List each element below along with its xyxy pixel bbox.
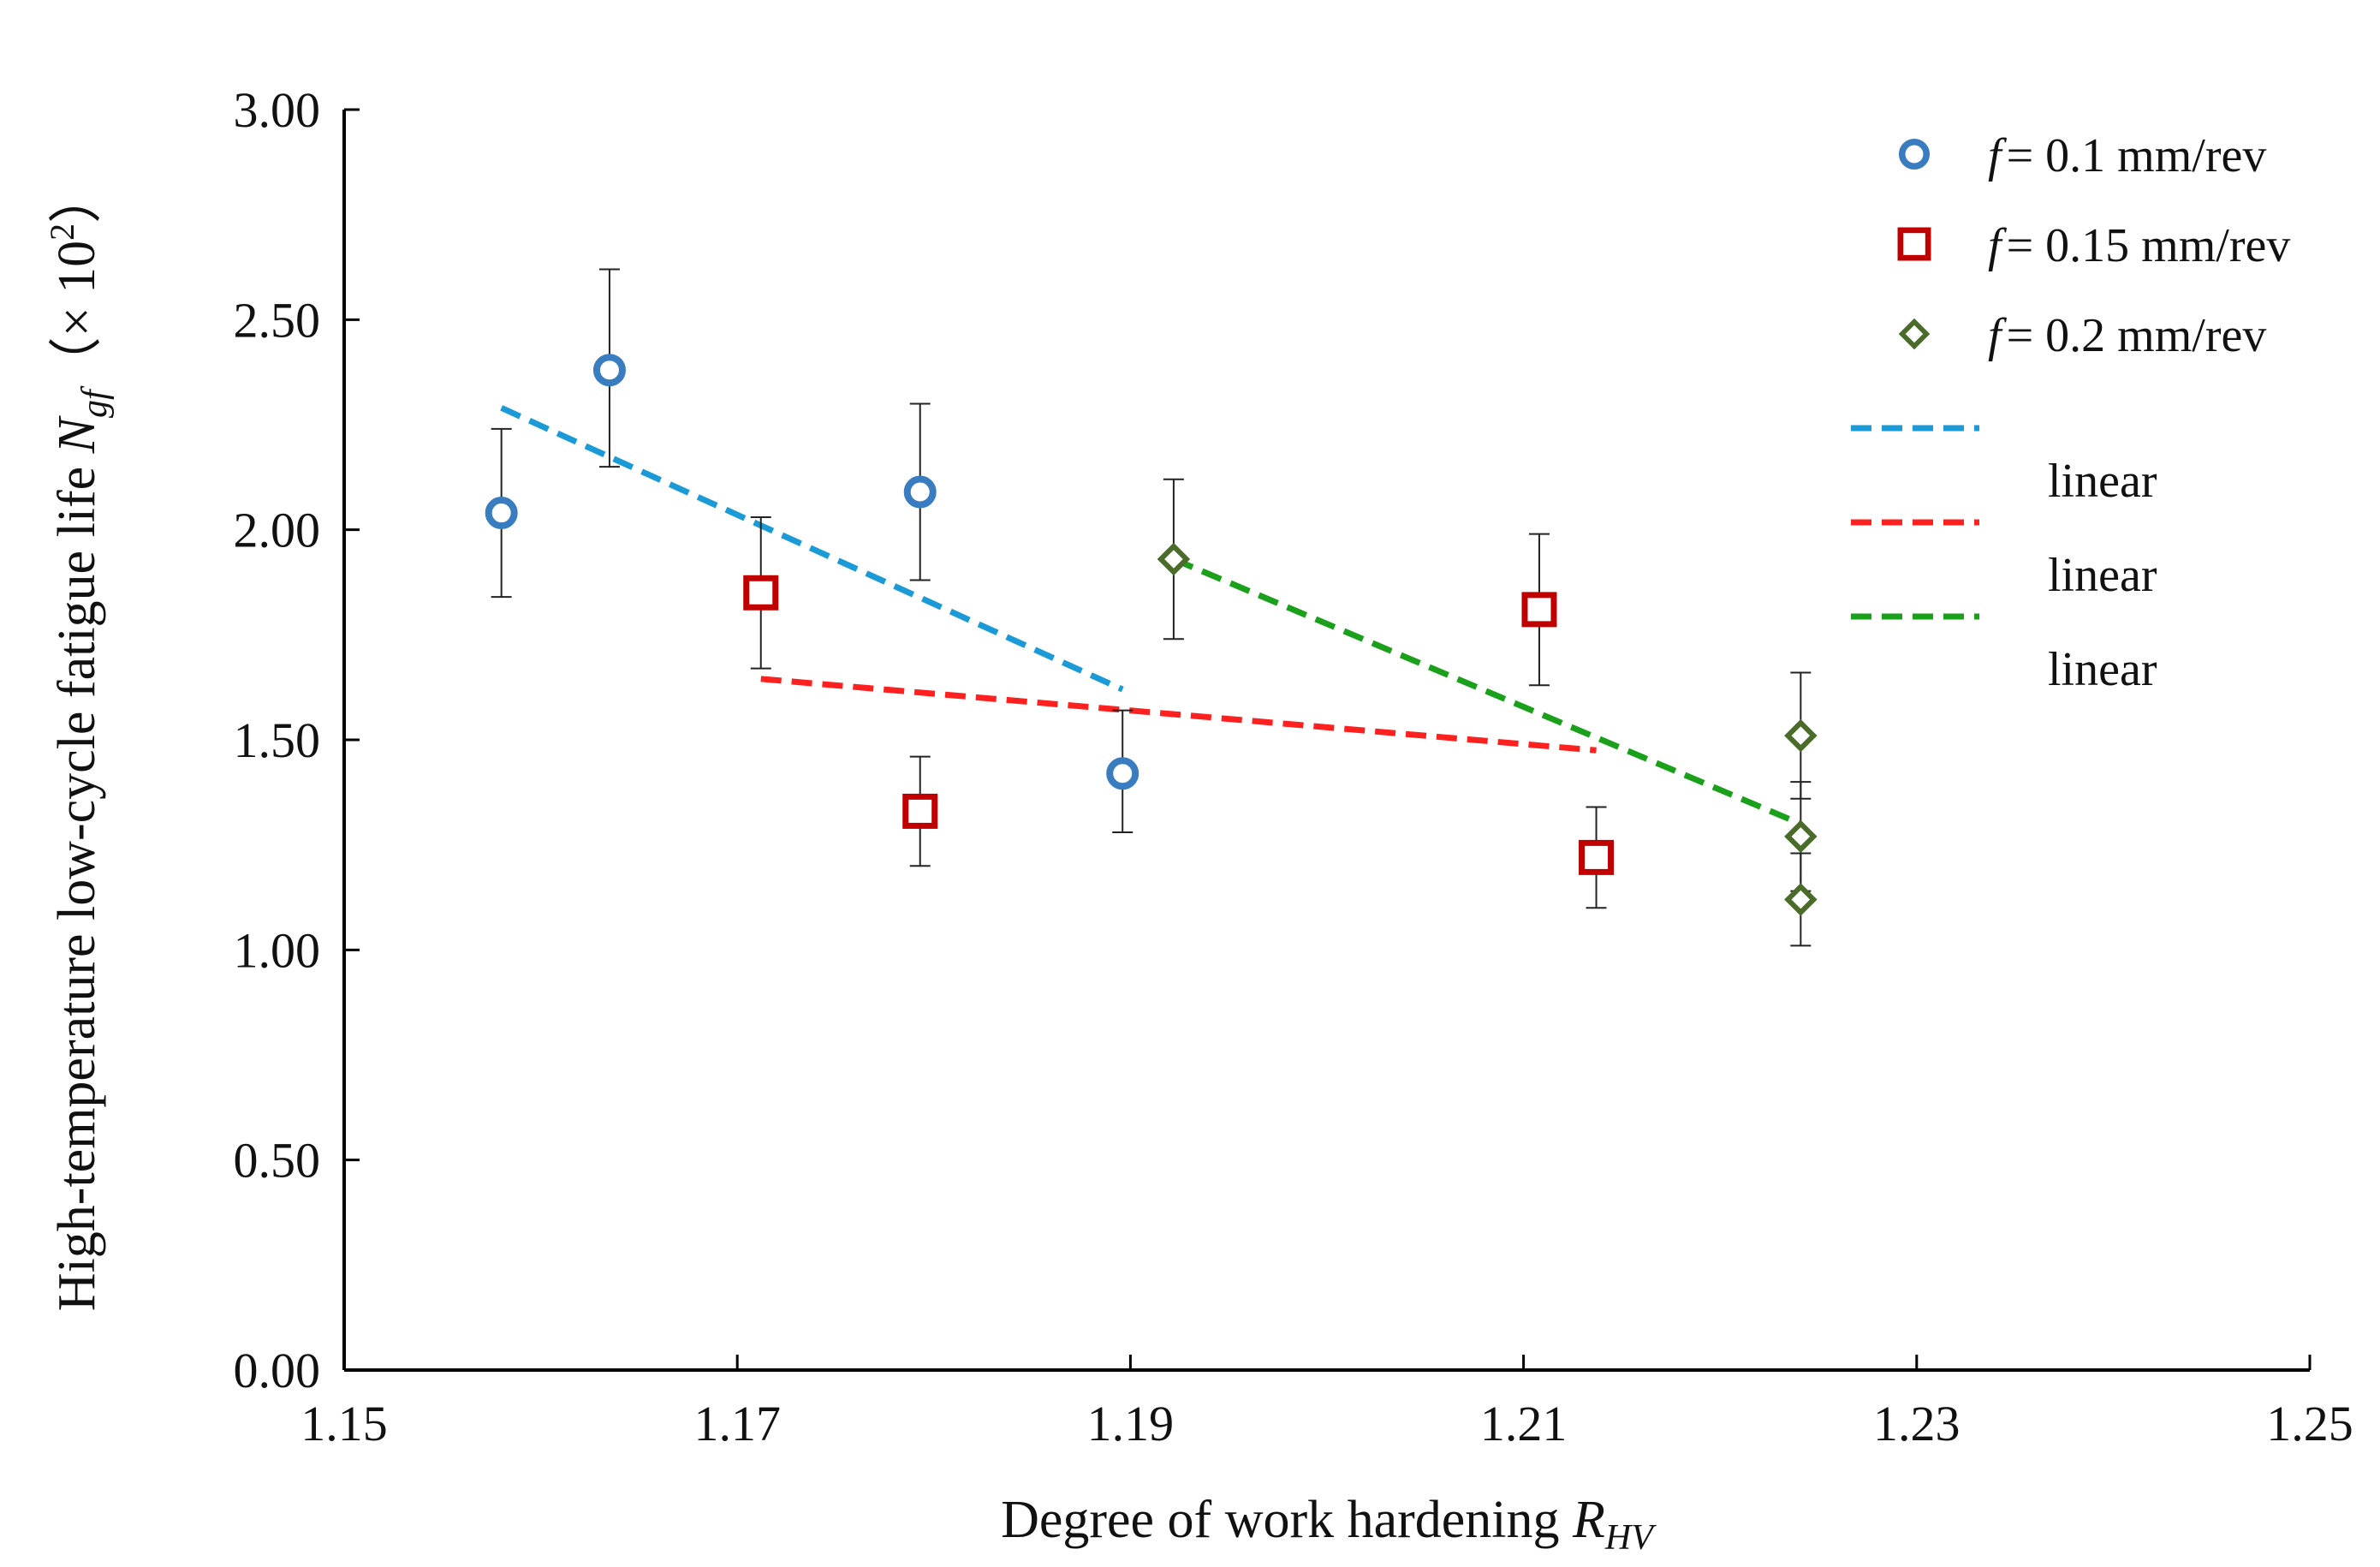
data-markers — [485, 354, 1818, 916]
x-ticks: 1.15 1.17 1.19 1.21 1.23 1.25 — [300, 1355, 2353, 1451]
data-point-diamond — [1784, 718, 1818, 753]
y-tick-label: 1.50 — [234, 712, 321, 768]
legend-label: f = 0.2 mm/rev — [1988, 309, 2266, 362]
legend-marker-diamond — [1898, 318, 1931, 350]
y-axis-title: High-temperature low-cycle fatigue life … — [43, 170, 115, 1311]
y-tick-label: 1.00 — [234, 922, 321, 978]
x-axis-title: Degree of work hardening RHV — [1001, 1491, 1657, 1558]
y-tick-label: 2.00 — [234, 503, 321, 558]
x-tick-label: 1.23 — [1873, 1396, 1961, 1451]
data-point-square — [1579, 839, 1615, 875]
x-tick-label: 1.15 — [300, 1396, 388, 1451]
x-tick-label: 1.21 — [1480, 1396, 1568, 1451]
legend-label: linear — [2048, 643, 2157, 696]
legend-marker-circle — [1898, 138, 1931, 170]
data-point-diamond — [1157, 542, 1191, 576]
data-point-diamond — [1784, 883, 1818, 916]
trendline-2 — [760, 676, 1597, 754]
y-tick-label: 2.50 — [234, 292, 321, 348]
x-tick-label: 1.25 — [2266, 1396, 2353, 1451]
trendline-1 — [500, 405, 1124, 693]
data-point-square — [1521, 592, 1557, 628]
y-tick-label: 0.50 — [234, 1133, 321, 1189]
data-point-circle — [1106, 757, 1139, 790]
x-tick-label: 1.17 — [693, 1396, 781, 1451]
legend-label: linear — [2048, 455, 2157, 508]
data-point-circle — [903, 475, 937, 509]
y-tick-label: 0.00 — [234, 1343, 321, 1398]
legend-marker-square — [1897, 227, 1931, 261]
data-point-circle — [485, 497, 518, 530]
axes — [342, 110, 2310, 1372]
data-point-square — [902, 793, 938, 829]
data-point-diamond — [1784, 819, 1818, 854]
data-point-circle — [592, 354, 626, 387]
legend-label: f = 0.1 mm/rev — [1988, 129, 2266, 182]
x-tick-label: 1.19 — [1087, 1396, 1175, 1451]
y-tick-label: 3.00 — [234, 82, 321, 138]
legend-label: linear — [2048, 549, 2157, 602]
data-point-square — [743, 575, 779, 611]
trendlines — [500, 405, 1802, 827]
legend-label: f = 0.15 mm/rev — [1988, 219, 2290, 272]
trendline-3 — [1172, 556, 1802, 827]
y-ticks: 0.00 0.50 1.00 1.50 2.00 2.50 3.00 — [234, 82, 360, 1398]
legend: f = 0.1 mm/rev f = 0.15 mm/rev f = 0.2 mm/rev… — [1851, 129, 2290, 696]
